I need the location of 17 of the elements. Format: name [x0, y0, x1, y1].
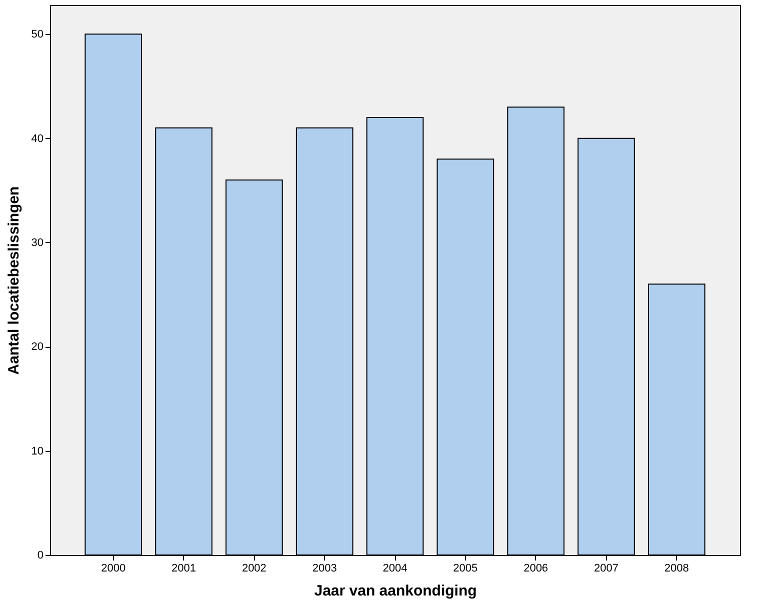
- y-tick-label: 0: [37, 550, 44, 562]
- y-tick-label: 20: [31, 341, 44, 354]
- y-axis-title: Aantal locatiebeslissingen: [5, 186, 22, 375]
- y-tick-label: 10: [31, 445, 44, 458]
- x-tick-label: 2007: [594, 562, 618, 574]
- x-tick-label: 2001: [172, 562, 196, 574]
- y-tick-label: 50: [31, 28, 44, 41]
- x-tick-label: 2008: [664, 562, 689, 574]
- x-axis-title: Jaar van aankondiging: [314, 582, 477, 600]
- x-tick-label: 2006: [524, 562, 548, 574]
- x-tick-label: 2002: [242, 562, 266, 574]
- x-tick-label: 2003: [312, 562, 337, 574]
- y-tick-label: 40: [31, 132, 44, 145]
- y-tick-label: 30: [31, 237, 44, 249]
- x-tick-label: 2000: [101, 562, 126, 574]
- x-tick-label: 2005: [453, 562, 478, 574]
- x-tick-label: 2004: [382, 562, 408, 574]
